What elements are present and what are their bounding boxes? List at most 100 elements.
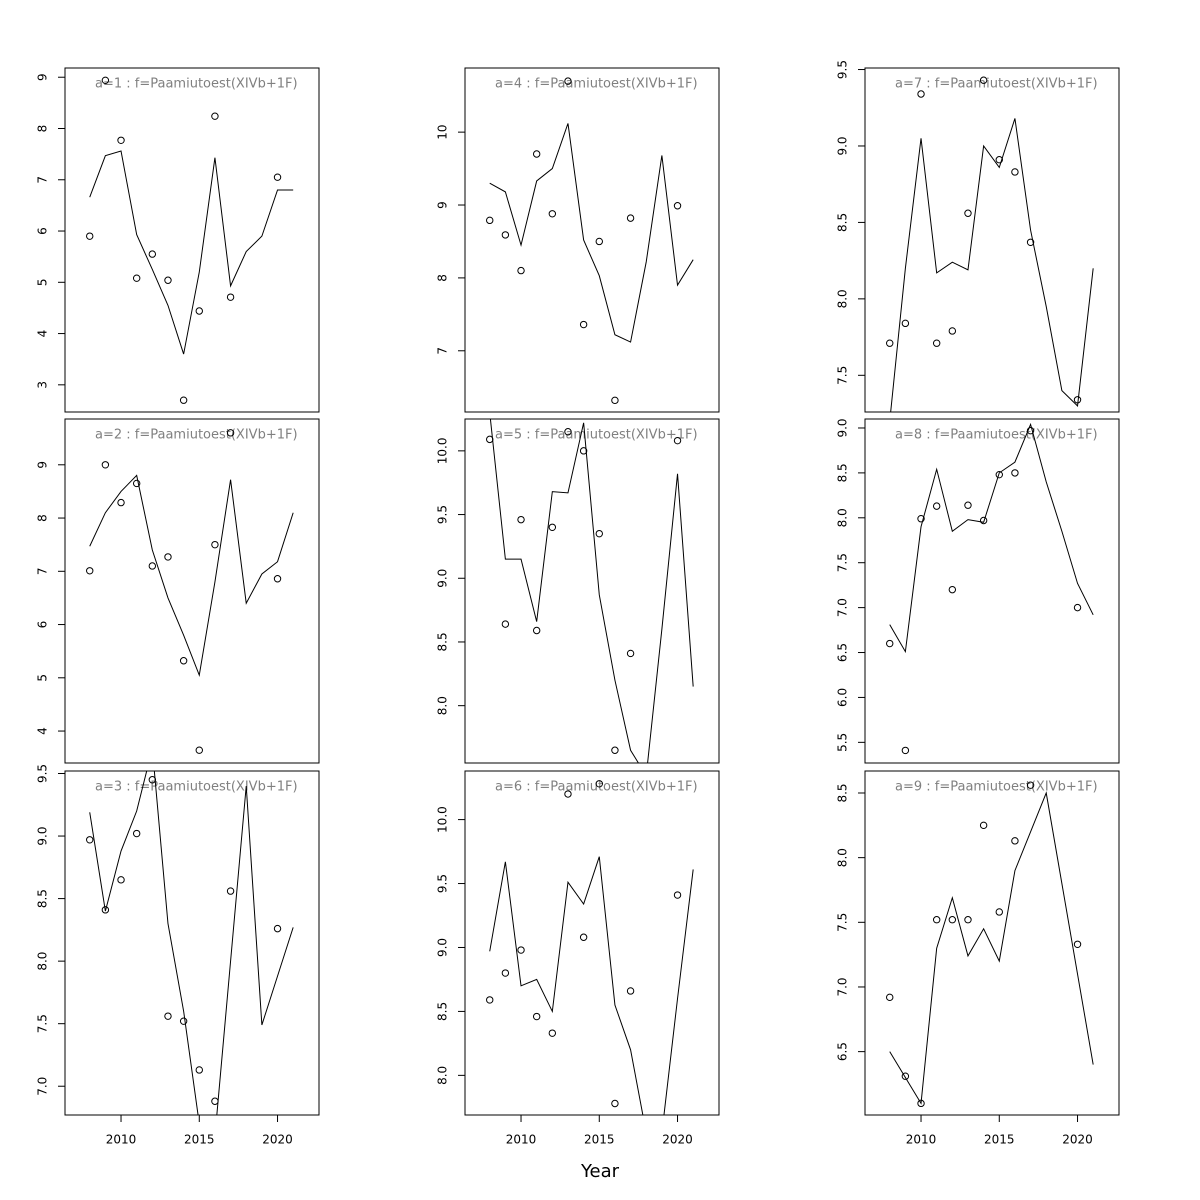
y-tick-label: 9.5 [36, 764, 50, 783]
data-point [1011, 837, 1019, 845]
plot-frame [64, 770, 320, 1116]
data-point [501, 620, 510, 628]
y-tick-label: 7.5 [836, 553, 850, 572]
data-point [1073, 603, 1082, 612]
y-tick-label: 9.5 [436, 505, 450, 524]
data-point [117, 876, 125, 884]
data-point [979, 76, 988, 84]
data-point [1026, 238, 1035, 246]
x-tick-label: 2015 [584, 1133, 615, 1147]
data-point [86, 232, 94, 240]
data-point [901, 1072, 910, 1080]
data-point [179, 396, 188, 404]
x-tick-label: 2020 [662, 1133, 693, 1147]
plot-area [886, 781, 1094, 1108]
data-point [964, 501, 972, 509]
panel: a=5 : f=Paamiutoest(XIVb+1F) 8.0 8.5 9.0 9.5… [436, 418, 720, 764]
x-tick-label: 2015 [984, 1133, 1015, 1147]
data-point [164, 553, 172, 561]
plot-area [886, 76, 1094, 412]
panel-title: a=5 : f=Paamiutoest(XIVb+1F) [495, 428, 698, 443]
y-tick-label: 8 [36, 125, 50, 133]
y-tick-label: 9 [36, 461, 50, 469]
y-tick-label: 4 [36, 330, 50, 338]
data-point [995, 908, 1003, 916]
fitted-line [489, 123, 694, 343]
data-point [548, 210, 557, 218]
plot-frame [864, 418, 1120, 764]
y-tick-label: 8.0 [36, 952, 50, 971]
y-tick-label: 9.0 [836, 136, 850, 155]
data-point [995, 470, 1003, 479]
data-point [626, 987, 635, 995]
data-point [979, 516, 988, 525]
y-tick-label: 9.0 [436, 938, 450, 957]
data-point [548, 1029, 557, 1037]
data-point [148, 562, 157, 570]
y-tick-label: 8.5 [836, 463, 850, 482]
data-point [101, 461, 110, 469]
data-point [501, 969, 510, 977]
y-tick-label: 7.0 [836, 598, 850, 617]
y-tick-label: 6.0 [836, 688, 850, 707]
data-point [1011, 469, 1019, 477]
data-point [179, 1017, 188, 1025]
y-tick-label: 4 [36, 727, 50, 735]
data-point [595, 529, 603, 538]
panel-title: a=2 : f=Paamiutoest(XIVb+1F) [95, 428, 298, 443]
y-tick-label: 9.0 [836, 418, 850, 437]
data-point [673, 891, 682, 899]
panel: a=8 : f=Paamiutoest(XIVb+1F) 5.5 6.0 6.5 7.0… [836, 418, 1120, 764]
y-tick-label: 6 [36, 227, 50, 235]
x-tick-label: 2020 [262, 1133, 293, 1147]
y-tick-label: 8.5 [36, 889, 50, 908]
y-tick-label: 5 [36, 278, 50, 286]
plot-area [886, 422, 1094, 755]
data-point [595, 780, 603, 788]
panel-title: a=1 : f=Paamiutoest(XIVb+1F) [95, 77, 298, 92]
data-point [117, 498, 125, 507]
y-tick-label: 7.5 [836, 366, 850, 385]
fitted-line [889, 791, 1094, 1105]
y-tick-label: 7.0 [36, 1077, 50, 1096]
data-point [611, 746, 619, 754]
y-tick-label: 7 [36, 176, 50, 184]
y-tick-label: 7.0 [836, 977, 850, 996]
data-point [86, 567, 94, 575]
x-tick-label: 2010 [106, 1133, 137, 1147]
plot-area [486, 419, 694, 763]
panel: a=7 : f=Paamiutoest(XIVb+1F) 7.5 8.0 8.5 9.0… [836, 60, 1120, 413]
data-point [532, 1012, 541, 1021]
plot-frame [864, 67, 1120, 413]
y-tick-label: 9.0 [436, 569, 450, 588]
data-point [995, 156, 1003, 164]
plot-frame [64, 67, 320, 413]
y-tick-label: 10 [436, 124, 450, 139]
data-point [179, 657, 188, 665]
y-tick-label: 8.0 [836, 848, 850, 867]
data-point [611, 396, 619, 405]
fitted-line [89, 150, 294, 355]
data-point [564, 428, 572, 436]
data-point [886, 639, 894, 648]
data-point [132, 829, 141, 838]
y-tick-label: 9 [36, 73, 50, 81]
data-point [195, 746, 203, 754]
x-tick-label: 2010 [506, 1133, 537, 1147]
y-tick-label: 9.0 [36, 827, 50, 846]
plot-frame [464, 418, 720, 764]
y-tick-label: 8.5 [836, 783, 850, 802]
x-tick-label: 2010 [906, 1133, 937, 1147]
y-tick-label: 5 [36, 674, 50, 682]
data-point [948, 327, 957, 335]
y-tick-label: 10.0 [436, 437, 450, 464]
data-point [1026, 426, 1035, 435]
data-point [901, 319, 910, 328]
data-point [101, 76, 110, 85]
plot-area [486, 780, 694, 1115]
fitted-line [89, 474, 294, 678]
data-point [486, 216, 494, 225]
plot-area [86, 429, 294, 754]
y-tick-label: 9.5 [836, 60, 850, 79]
